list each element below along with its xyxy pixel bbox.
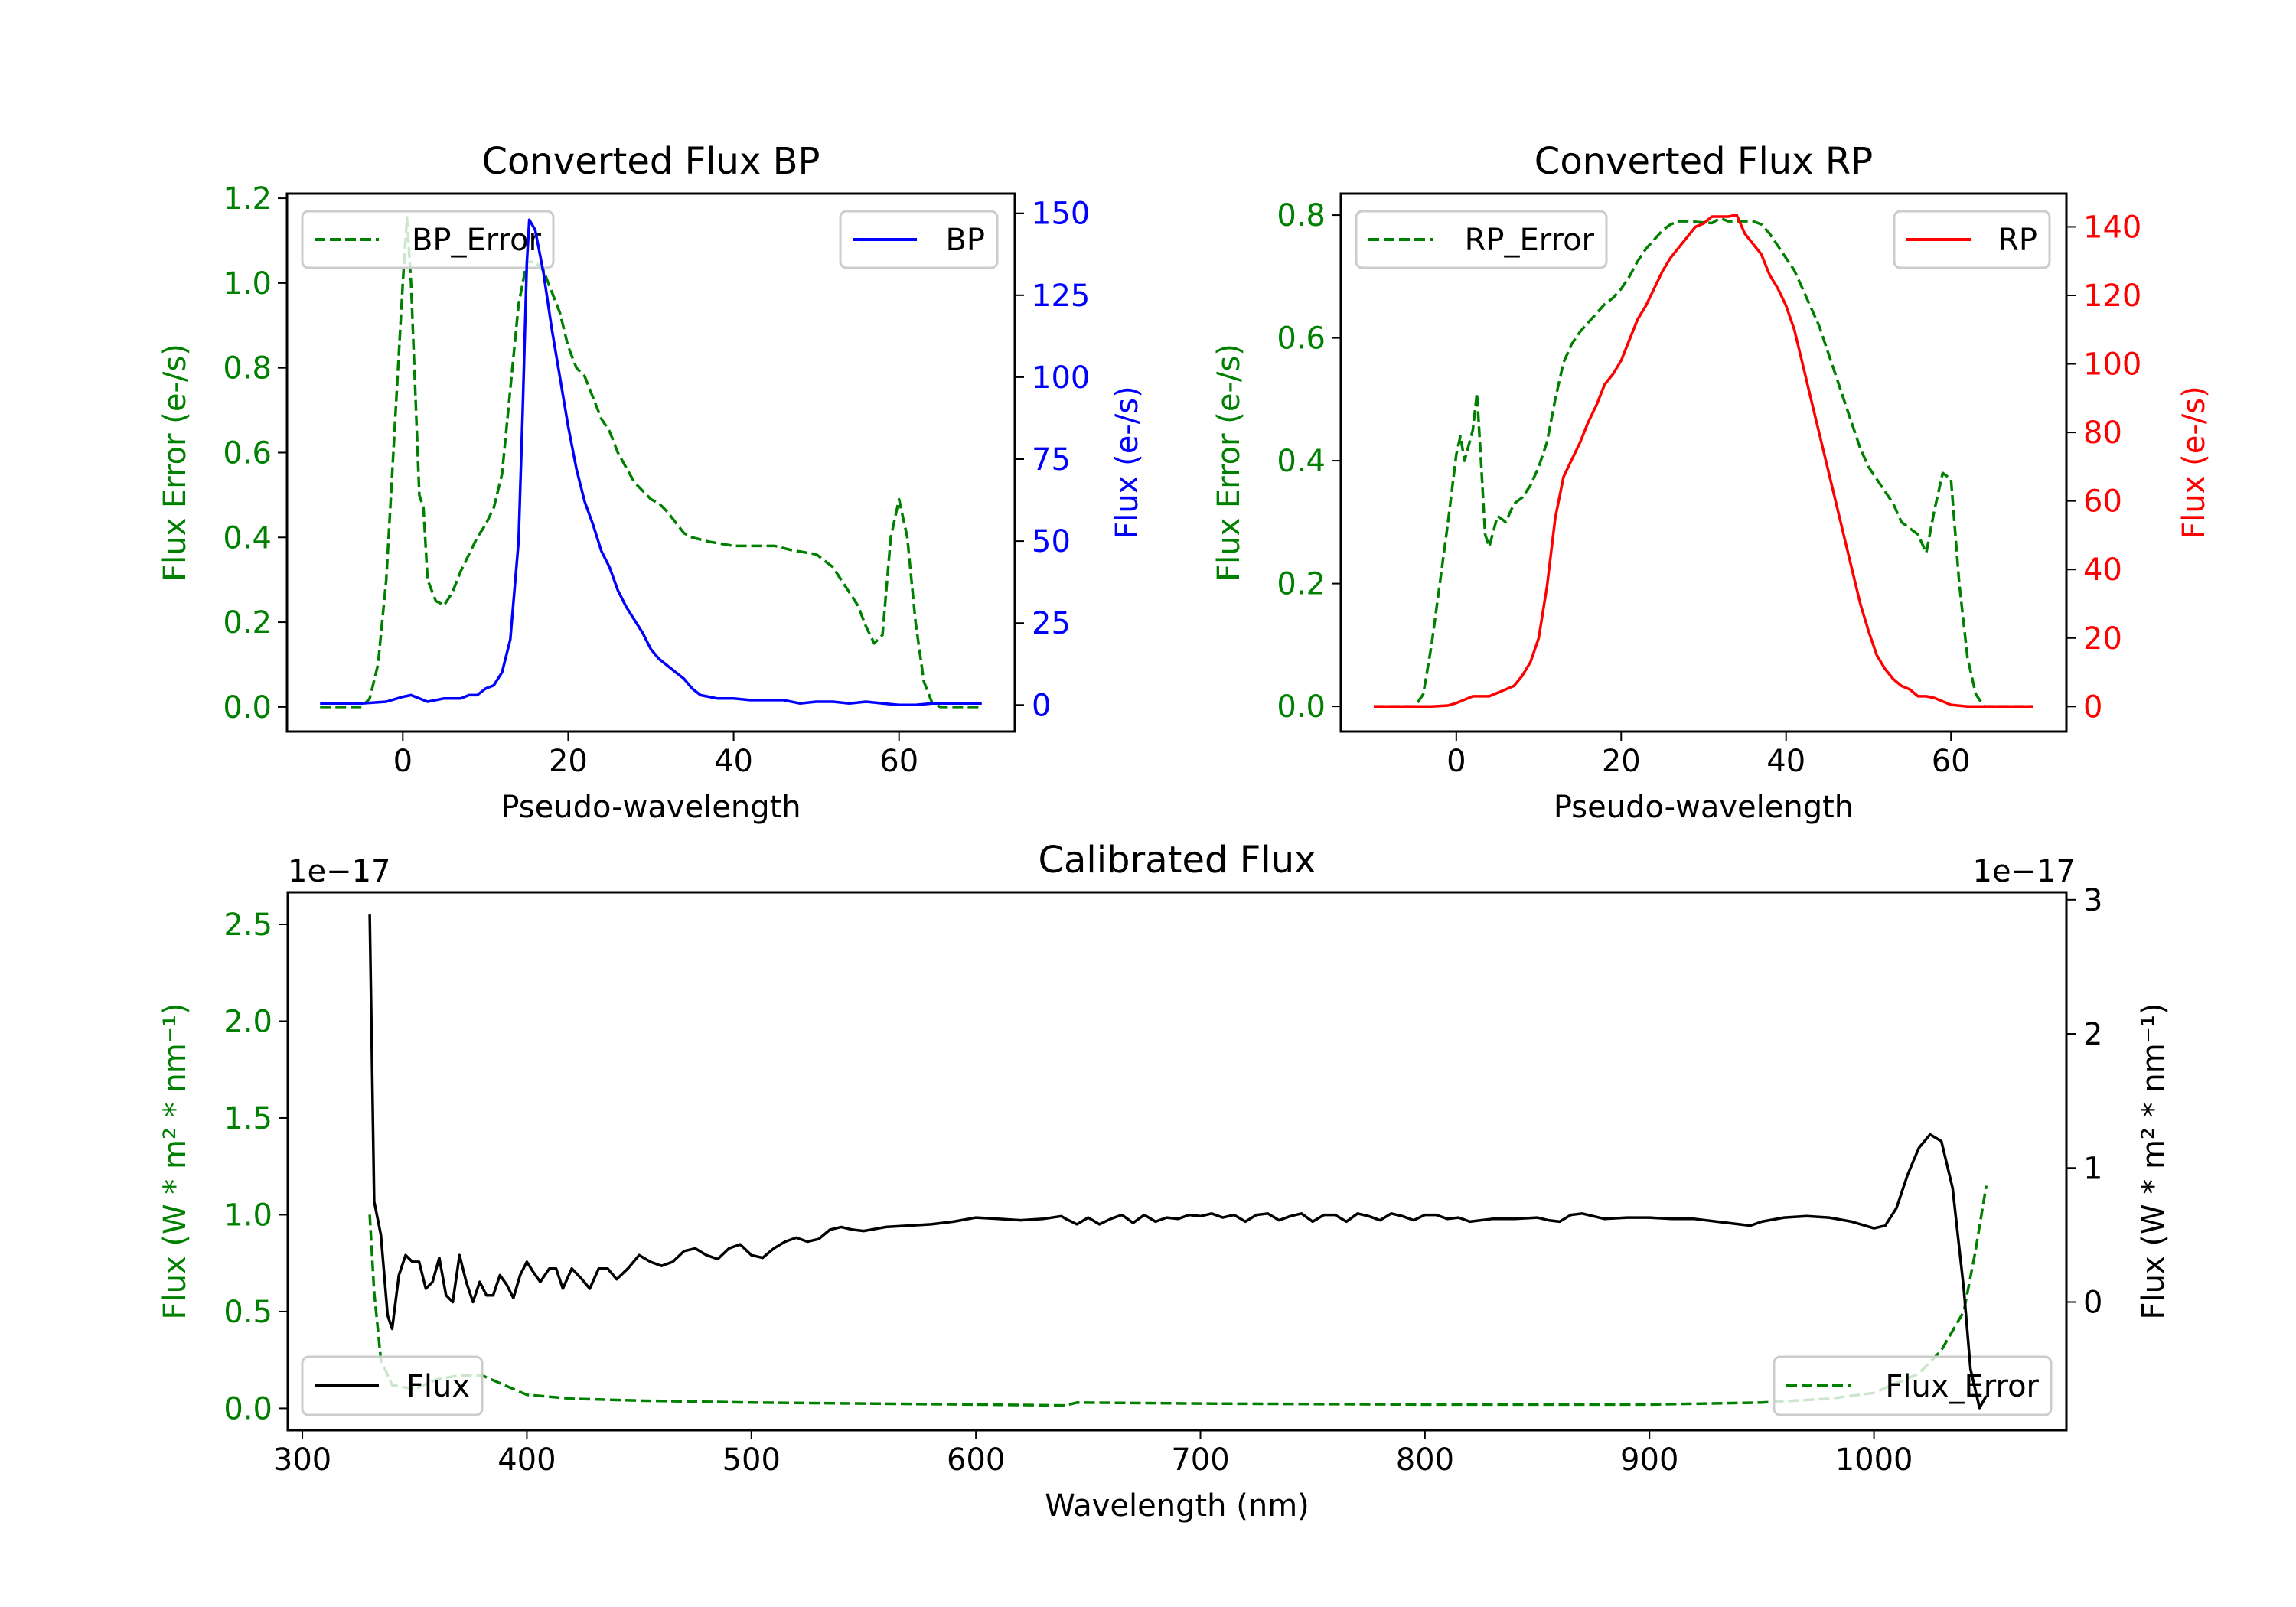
left-y-tick-label: 0.4 — [223, 520, 272, 556]
right-y-tick-label: 50 — [1032, 524, 1071, 559]
right-offset-text: 1e−17 — [1973, 854, 2076, 889]
right-y-tick-label: 20 — [2083, 621, 2122, 657]
x-axis-label: Wavelength (nm) — [1045, 1488, 1309, 1524]
x-tick-label: 20 — [1602, 744, 1641, 779]
axes-frame — [286, 891, 2068, 1432]
x-tick-label: 60 — [879, 744, 918, 779]
x-tick-label: 400 — [497, 1442, 556, 1478]
x-tick-label: 0 — [1446, 744, 1466, 779]
left-offset-text: 1e−17 — [288, 854, 390, 889]
legend-box — [839, 210, 999, 269]
right-y-tick-label: 125 — [1032, 279, 1090, 314]
right-y-axis-label: Flux (e-/s) — [2177, 386, 2212, 539]
left-y-tick-label: 0.0 — [1277, 689, 1326, 725]
legend-label: RP_Error — [1465, 223, 1595, 258]
right-y-axis-label: Flux (e-/s) — [1110, 386, 1145, 539]
right-y-tick-label: 25 — [1032, 606, 1071, 641]
legend-flux: Flux — [301, 1355, 484, 1416]
left-y-tick-label: 2.5 — [223, 908, 272, 943]
left-y-tick-label: 0.4 — [1277, 444, 1326, 479]
right-y-tick-label: 150 — [1032, 197, 1090, 232]
left-y-tick-label: 1.5 — [223, 1101, 272, 1136]
right-y-tick-label: 140 — [2083, 210, 2141, 245]
left-y-axis-label: Flux (W * m² * nm⁻¹) — [158, 1003, 193, 1320]
left-y-tick-label: 0.8 — [223, 351, 272, 386]
right-y-tick-label: 0 — [2083, 1285, 2102, 1320]
x-tick-label: 40 — [714, 744, 753, 779]
axes-frame — [1339, 192, 2068, 733]
right-y-tick-label: 3 — [2083, 883, 2102, 918]
legend-rp: RP — [1893, 210, 2051, 269]
right-y-tick-label: 100 — [2083, 347, 2141, 383]
series-line-bp-error — [320, 216, 982, 709]
x-tick-label: 40 — [1766, 744, 1805, 779]
x-tick-label: 600 — [947, 1442, 1005, 1478]
left-y-tick-label: 0.5 — [223, 1295, 272, 1330]
x-tick-label: 1000 — [1835, 1442, 1913, 1478]
chart-title: Converted Flux RP — [1534, 140, 1873, 183]
legend-bp-error: BP_Error — [301, 210, 555, 269]
chart-title: Converted Flux BP — [482, 140, 820, 183]
right-y-tick-label: 0 — [1032, 688, 1051, 723]
x-tick-label: 300 — [273, 1442, 331, 1478]
x-tick-label: 900 — [1620, 1442, 1678, 1478]
legend-box — [1893, 210, 2051, 269]
left-y-tick-label: 0.6 — [223, 435, 272, 471]
left-y-tick-label: 0.6 — [1277, 321, 1326, 357]
legend-flux-error: Flux_Error — [1773, 1355, 2053, 1416]
right-y-tick-label: 60 — [2083, 484, 2122, 520]
chart-1: Converted Flux RP 0 20 40 60 Pseudo-wavelengt… — [1212, 140, 2212, 825]
chart-2: Calibrated Flux 300 400 500 600 700 800 900 1000… — [158, 839, 2171, 1524]
x-tick-label: 800 — [1396, 1442, 1454, 1478]
series-line-rp — [1374, 214, 2033, 709]
left-y-tick-label: 2.0 — [223, 1004, 272, 1039]
right-y-tick-label: 75 — [1032, 442, 1071, 478]
series-line-rp-error — [1374, 217, 2033, 708]
right-y-tick-label: 100 — [1032, 360, 1090, 396]
legend-label: BP — [945, 223, 985, 258]
left-y-axis-label: Flux Error (e-/s) — [1212, 344, 1247, 582]
left-y-tick-label: 1.0 — [223, 266, 272, 302]
left-y-tick-label: 0.8 — [1277, 198, 1326, 233]
left-y-tick-label: 0.0 — [223, 1391, 272, 1426]
chart-title: Calibrated Flux — [1038, 839, 1316, 882]
x-axis-label: Pseudo-wavelength — [1554, 790, 1854, 825]
legend-rp-error: RP_Error — [1355, 210, 1608, 269]
legend-label: RP — [1998, 223, 2037, 258]
legend-label: Flux_Error — [1885, 1369, 2039, 1404]
left-y-tick-label: 1.2 — [223, 181, 272, 217]
left-y-tick-label: 1.0 — [223, 1198, 272, 1233]
right-y-axis-label: Flux (W * m² * nm⁻¹) — [2136, 1003, 2171, 1320]
left-y-tick-label: 0.2 — [223, 605, 272, 641]
plots: Converted Flux BP0 20 40 60Pseudo-wavelengt… — [158, 140, 2212, 1524]
right-y-tick-label: 1 — [2083, 1151, 2102, 1186]
legend-box — [1773, 1355, 2053, 1416]
legend-label: Flux — [406, 1369, 470, 1404]
axes-frame — [285, 192, 1016, 733]
right-y-tick-label: 2 — [2083, 1017, 2102, 1052]
x-tick-label: 500 — [722, 1442, 781, 1478]
left-y-tick-label: 0.0 — [223, 690, 272, 725]
legend-label: BP_Error — [412, 223, 542, 258]
series-line-flux — [368, 914, 1988, 1410]
series-line-flux-error — [368, 1185, 1988, 1407]
left-y-axis-label: Flux Error (e-/s) — [158, 344, 193, 582]
legend-box — [1355, 210, 1608, 269]
series-line-bp — [320, 218, 982, 707]
chart-0: Converted Flux BP 0 20 40 60 Pseudo-wavelengt… — [158, 140, 1145, 825]
legend-bp: BP — [839, 210, 999, 269]
right-y-tick-label: 120 — [2083, 279, 2141, 314]
right-y-tick-label: 0 — [2083, 689, 2102, 725]
x-tick-label: 0 — [393, 744, 413, 779]
right-y-tick-label: 40 — [2083, 553, 2122, 588]
legend-box — [301, 1355, 484, 1416]
x-axis-label: Pseudo-wavelength — [501, 790, 801, 825]
right-y-tick-label: 80 — [2083, 416, 2122, 451]
x-tick-label: 700 — [1171, 1442, 1229, 1478]
left-y-tick-label: 0.2 — [1277, 567, 1326, 602]
legend-box — [301, 210, 555, 269]
x-tick-label: 60 — [1932, 744, 1971, 779]
x-tick-label: 20 — [549, 744, 588, 779]
